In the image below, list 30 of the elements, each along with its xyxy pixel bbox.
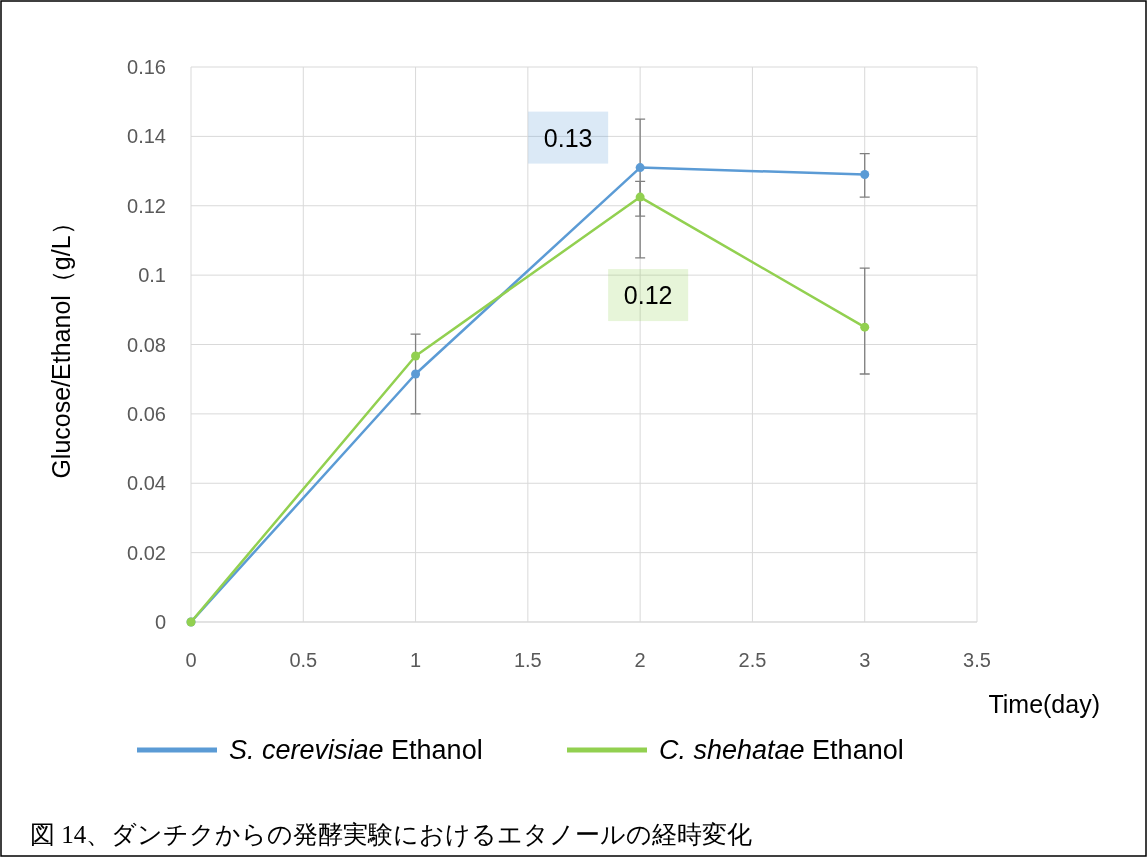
y-tick-label: 0.12 xyxy=(127,194,166,217)
point xyxy=(860,322,870,332)
y-tick-label: 0.1 xyxy=(138,264,166,287)
legend-label: C. shehatae Ethanol xyxy=(659,735,904,765)
x-tick-label: 3 xyxy=(859,649,871,671)
point xyxy=(635,163,645,173)
point xyxy=(635,192,645,202)
x-axis-title: Time(day) xyxy=(988,690,1100,718)
x-tick-label: 2 xyxy=(634,649,646,671)
y-axis-title: Glucose/Ethanol（g/L） xyxy=(47,210,75,479)
y-tick-label: 0 xyxy=(154,611,166,633)
data-label: 0.13 xyxy=(543,123,593,152)
caption: 図 14、ダンチクからの発酵実験におけるエタノールの経時変化 xyxy=(30,821,753,848)
x-tick-label: 3.5 xyxy=(963,649,991,671)
data-label: 0.12 xyxy=(623,281,673,310)
y-tick-label: 0.04 xyxy=(127,472,166,495)
x-tick-label: 2.5 xyxy=(738,649,767,671)
y-tick-label: 0.02 xyxy=(127,541,166,564)
y-tick-label: 0.16 xyxy=(127,56,166,78)
x-tick-label: 1.5 xyxy=(513,649,542,671)
point xyxy=(411,369,421,379)
legend-label: S. cerevisiae Ethanol xyxy=(229,735,483,765)
point xyxy=(860,170,870,180)
point xyxy=(411,351,421,361)
y-tick-label: 0.14 xyxy=(127,125,166,148)
y-tick-label: 0.06 xyxy=(127,402,166,425)
y-tick-label: 0.08 xyxy=(127,333,166,356)
x-tick-label: 1 xyxy=(410,649,422,671)
x-tick-label: 0 xyxy=(185,649,197,671)
x-tick-label: 0.5 xyxy=(289,649,318,671)
